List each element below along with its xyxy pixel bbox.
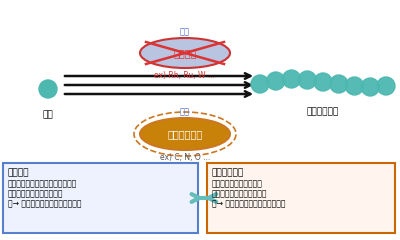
Text: 原料: 原料 <box>43 110 53 119</box>
Text: 有機分子触媒: 有機分子触媒 <box>167 129 203 139</box>
Text: 従来: 従来 <box>180 27 190 36</box>
Text: ・低毒性および低環境負荷: ・低毒性および低環境負荷 <box>212 189 268 198</box>
Bar <box>207 163 395 233</box>
Text: ex) Rh, Ru, W ...: ex) Rh, Ru, W ... <box>154 71 216 80</box>
Text: 高分子化合物: 高分子化合物 <box>307 107 339 116</box>
Circle shape <box>267 72 285 90</box>
Text: → 解決すべき問題点を多く含む: → 解決すべき問題点を多く含む <box>8 199 82 208</box>
Circle shape <box>346 77 364 95</box>
Text: ・生体や環境に対する毒性: ・生体や環境に対する毒性 <box>8 189 64 198</box>
Circle shape <box>282 70 300 88</box>
Circle shape <box>377 77 395 95</box>
Circle shape <box>314 73 332 91</box>
Circle shape <box>298 71 316 89</box>
Ellipse shape <box>140 38 230 68</box>
Text: ex) C, N, O ...: ex) C, N, O ... <box>160 153 210 162</box>
Text: ・豊富な典型元素の使用: ・豊富な典型元素の使用 <box>212 179 263 188</box>
Text: 有機分子触媒: 有機分子触媒 <box>212 168 244 177</box>
Text: 目標: 目標 <box>180 107 190 116</box>
Text: 金属触媒: 金属触媒 <box>173 48 197 58</box>
Circle shape <box>361 78 379 96</box>
Circle shape <box>39 80 57 98</box>
Text: ・輸入に依存した希少金属の使用: ・輸入に依存した希少金属の使用 <box>8 179 77 188</box>
Text: → 次世代においても利用できる: → 次世代においても利用できる <box>212 199 286 208</box>
Circle shape <box>251 75 269 93</box>
Bar <box>3 163 198 233</box>
Ellipse shape <box>140 118 230 150</box>
Text: 金属触媒: 金属触媒 <box>8 168 30 177</box>
Circle shape <box>330 75 348 93</box>
